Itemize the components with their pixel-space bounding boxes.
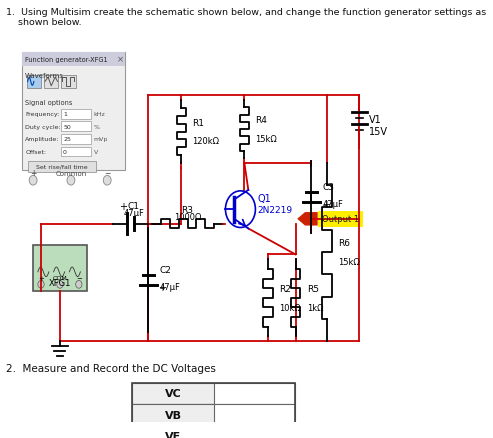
- Text: +: +: [119, 201, 127, 212]
- FancyBboxPatch shape: [22, 53, 125, 67]
- FancyBboxPatch shape: [62, 147, 91, 157]
- Text: kHz: kHz: [94, 112, 106, 117]
- Text: 47μF: 47μF: [123, 208, 144, 217]
- Text: 47μF: 47μF: [322, 200, 343, 208]
- Text: 15kΩ: 15kΩ: [338, 257, 360, 266]
- Text: 10kΩ: 10kΩ: [279, 303, 301, 312]
- Circle shape: [29, 176, 37, 186]
- Text: V: V: [94, 149, 98, 155]
- Text: Offset:: Offset:: [25, 149, 46, 155]
- Circle shape: [57, 281, 63, 289]
- Text: Waveforms: Waveforms: [25, 73, 64, 79]
- Text: VE: VE: [165, 431, 181, 438]
- Text: 15V: 15V: [369, 127, 388, 137]
- Text: COM: COM: [53, 276, 67, 280]
- Text: XFG1: XFG1: [49, 279, 71, 288]
- FancyBboxPatch shape: [133, 383, 295, 404]
- FancyBboxPatch shape: [29, 162, 96, 172]
- Text: Frequency:: Frequency:: [25, 112, 60, 117]
- FancyBboxPatch shape: [62, 110, 91, 119]
- Text: C2: C2: [159, 265, 171, 275]
- Text: Duty cycle:: Duty cycle:: [25, 124, 61, 130]
- Text: 1000Ω: 1000Ω: [174, 212, 201, 221]
- Circle shape: [38, 281, 44, 289]
- Circle shape: [67, 176, 75, 186]
- Text: V1: V1: [369, 115, 382, 125]
- FancyBboxPatch shape: [44, 76, 58, 88]
- FancyBboxPatch shape: [133, 383, 213, 404]
- FancyBboxPatch shape: [33, 245, 87, 291]
- Text: %: %: [94, 124, 100, 130]
- Text: Q1: Q1: [258, 193, 272, 203]
- FancyBboxPatch shape: [62, 122, 91, 132]
- Text: 0: 0: [63, 149, 67, 155]
- Text: 1kΩ: 1kΩ: [307, 303, 323, 312]
- Text: −: −: [104, 169, 110, 178]
- Text: 1: 1: [63, 112, 67, 117]
- Text: +: +: [38, 275, 44, 281]
- FancyBboxPatch shape: [22, 53, 125, 170]
- Text: R5: R5: [307, 284, 318, 293]
- FancyBboxPatch shape: [133, 404, 213, 425]
- Text: C1: C1: [128, 201, 140, 211]
- Text: R6: R6: [338, 239, 350, 247]
- Circle shape: [103, 176, 111, 186]
- Circle shape: [225, 191, 255, 228]
- Text: Common: Common: [55, 170, 87, 176]
- Text: R4: R4: [255, 116, 267, 125]
- Circle shape: [75, 281, 82, 289]
- Text: VC: VC: [165, 389, 181, 399]
- Text: +: +: [158, 282, 167, 292]
- Text: ×: ×: [117, 56, 124, 65]
- Text: 1.  Using Multisim create the schematic shown below, and change the function gen: 1. Using Multisim create the schematic s…: [6, 8, 487, 17]
- Text: 120kΩ: 120kΩ: [192, 137, 219, 146]
- Text: C3: C3: [322, 183, 334, 192]
- Text: +: +: [321, 199, 330, 209]
- Text: VB: VB: [165, 410, 181, 420]
- Text: 25: 25: [63, 137, 71, 142]
- Text: 2.  Measure and Record the DC Voltages: 2. Measure and Record the DC Voltages: [6, 364, 216, 374]
- Text: R1: R1: [192, 118, 204, 127]
- FancyBboxPatch shape: [62, 76, 75, 88]
- FancyBboxPatch shape: [62, 134, 91, 144]
- Text: shown below.: shown below.: [6, 18, 82, 27]
- FancyBboxPatch shape: [27, 76, 41, 88]
- FancyArrow shape: [297, 212, 317, 226]
- Text: 2N2219: 2N2219: [258, 205, 293, 214]
- Text: Amplitude:: Amplitude:: [25, 137, 60, 142]
- Text: 47μF: 47μF: [159, 283, 180, 291]
- Text: −: −: [76, 275, 82, 281]
- FancyBboxPatch shape: [133, 404, 295, 425]
- Text: R2: R2: [279, 284, 291, 293]
- Text: Function generator-XFG1: Function generator-XFG1: [25, 57, 108, 63]
- FancyBboxPatch shape: [133, 425, 295, 438]
- Text: Signal options: Signal options: [25, 100, 72, 106]
- Text: R3: R3: [181, 205, 194, 215]
- Text: 15kΩ: 15kΩ: [255, 134, 277, 144]
- Text: +: +: [30, 169, 36, 178]
- Text: 50: 50: [63, 124, 71, 130]
- Text: Set rise/fall time: Set rise/fall time: [36, 164, 88, 169]
- FancyBboxPatch shape: [133, 425, 213, 438]
- Text: mVp: mVp: [94, 137, 108, 142]
- FancyBboxPatch shape: [317, 212, 363, 227]
- Text: Output 1: Output 1: [322, 215, 359, 224]
